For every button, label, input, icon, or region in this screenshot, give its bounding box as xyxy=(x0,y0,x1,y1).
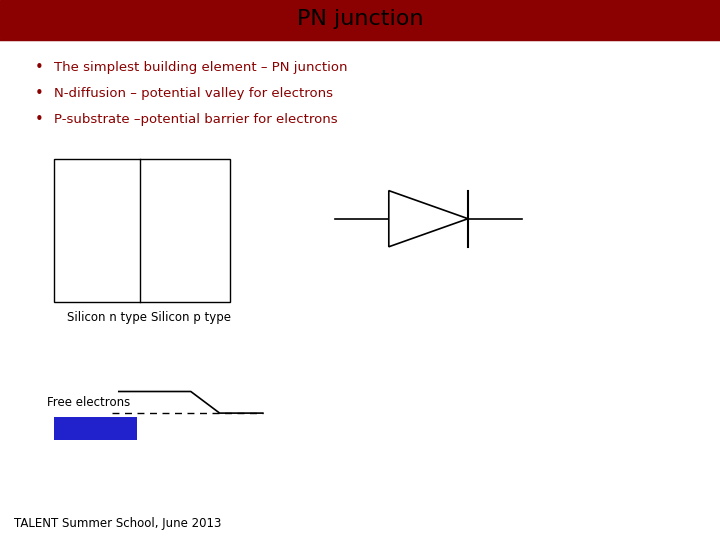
Polygon shape xyxy=(389,191,468,247)
Text: •: • xyxy=(35,86,44,101)
Text: Silicon n type: Silicon n type xyxy=(66,310,147,323)
Text: Silicon p type: Silicon p type xyxy=(150,310,231,323)
Text: P-substrate –potential barrier for electrons: P-substrate –potential barrier for elect… xyxy=(54,113,338,126)
Bar xyxy=(0,0,720,37)
Text: The simplest building element – PN junction: The simplest building element – PN junct… xyxy=(54,61,348,74)
Text: •: • xyxy=(35,60,44,75)
Text: TALENT Summer School, June 2013: TALENT Summer School, June 2013 xyxy=(14,517,222,530)
Text: •: • xyxy=(35,112,44,127)
Bar xyxy=(54,159,230,302)
Bar xyxy=(54,417,137,440)
Text: Free electrons: Free electrons xyxy=(47,396,130,409)
Text: N-diffusion – potential valley for electrons: N-diffusion – potential valley for elect… xyxy=(54,87,333,100)
Text: PN junction: PN junction xyxy=(297,9,423,29)
